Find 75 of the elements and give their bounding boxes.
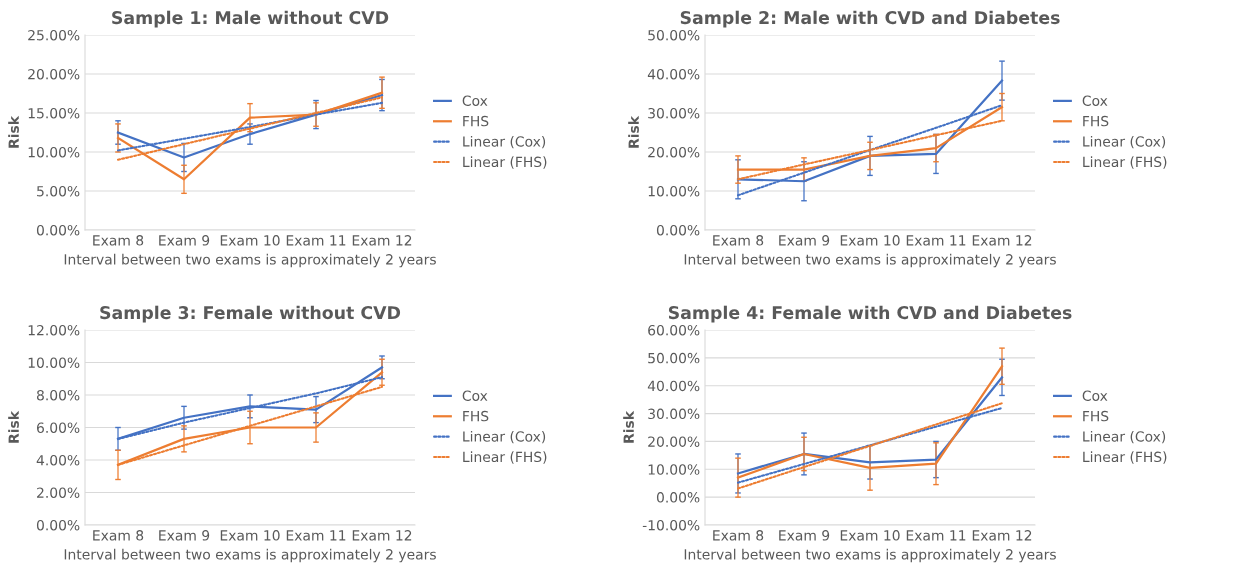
x-tick-label: Exam 9 <box>159 235 210 246</box>
y-axis-title: Risk <box>623 410 634 443</box>
x-tick-label: Exam 11 <box>906 530 966 541</box>
x-tick-label: Exam 12 <box>352 530 412 541</box>
y-tick-label: 10.00% <box>28 146 80 158</box>
x-tick-label: Exam 8 <box>93 530 144 541</box>
y-tick-label: 12.00% <box>28 324 80 336</box>
x-tick-label: Exam 9 <box>779 235 830 246</box>
x-tick-label: Exam 12 <box>972 235 1032 246</box>
legend-label: FHS <box>463 115 489 127</box>
x-tick-label: Exam 8 <box>93 235 144 246</box>
y-tick-label: 40.00% <box>647 380 700 392</box>
y-axis-title: Risk <box>628 115 639 148</box>
legend-label: FHS <box>1083 115 1109 127</box>
y-axis-title: Risk <box>8 115 19 148</box>
y-tick-label: 60.00% <box>648 324 700 336</box>
x-tick-label: Exam 12 <box>972 530 1032 541</box>
x-tick-label: Exam 11 <box>906 235 966 246</box>
legend-label: Linear (FHS) <box>1083 451 1167 464</box>
x-tick-label: Exam 9 <box>159 530 210 541</box>
x-tick-label: Exam 12 <box>352 235 412 246</box>
y-tick-label: 50.00% <box>648 29 700 41</box>
y-tick-label: 6.00% <box>36 422 80 433</box>
y-tick-label: 15.00% <box>28 107 80 119</box>
legend-label: Linear (Cox) <box>1083 135 1166 149</box>
legend-label: FHS <box>1083 410 1109 422</box>
y-tick-label: 5.00% <box>37 185 80 197</box>
x-axis-title: Interval between two exams is approximately 2 years <box>64 548 436 563</box>
x-tick-label: Exam 10 <box>220 235 280 246</box>
y-tick-label: 30.00% <box>648 408 700 420</box>
x-axis-title: Interval between two exams is approximately 2 years <box>684 253 1056 268</box>
y-tick-label: 8.00% <box>36 389 80 401</box>
legend-label: Linear (Cox) <box>1083 430 1166 444</box>
y-tick-label: 0.00% <box>36 224 80 236</box>
y-tick-label: 10.00% <box>28 357 80 368</box>
x-tick-label: Exam 8 <box>713 235 764 246</box>
legend-label: Cox <box>1082 390 1108 401</box>
chart-title: Sample 2: Male with CVD and Diabetes <box>680 10 1060 28</box>
y-tick-label: 10.00% <box>648 464 700 475</box>
legend-label: Linear (Cox) <box>463 430 546 444</box>
legend-label: Cox <box>1082 95 1108 106</box>
y-tick-label: 25.00% <box>28 29 80 41</box>
legend-label: Linear (Cox) <box>463 135 546 149</box>
x-tick-label: Exam 10 <box>840 530 900 541</box>
y-tick-label: 20.00% <box>648 436 700 447</box>
y-tick-label: 4.00% <box>36 454 80 466</box>
x-axis-title: Interval between two exams is approximately 2 years <box>684 548 1056 563</box>
x-tick-label: Exam 11 <box>286 530 346 541</box>
x-tick-label: Exam 10 <box>220 530 280 541</box>
y-tick-label: 30.00% <box>648 107 700 119</box>
y-tick-label: 40.00% <box>647 68 700 80</box>
y-tick-label: 0.00% <box>656 492 700 503</box>
legend-label: Linear (FHS) <box>1083 156 1167 169</box>
chart-title: Sample 1: Male without CVD <box>112 10 389 28</box>
y-tick-label: -10.00% <box>642 519 700 531</box>
x-tick-label: Exam 8 <box>713 530 764 541</box>
x-tick-label: Exam 9 <box>779 530 830 541</box>
y-tick-label: 2.00% <box>37 487 80 498</box>
chart-title: Sample 3: Female without CVD <box>100 305 401 323</box>
x-tick-label: Exam 11 <box>286 235 346 246</box>
x-tick-label: Exam 10 <box>840 235 900 246</box>
y-axis-title: Risk <box>8 410 19 443</box>
x-axis-title: Interval between two exams is approximately 2 years <box>64 253 436 268</box>
legend-label: Linear (FHS) <box>463 156 547 169</box>
y-tick-label: 20.00% <box>648 146 700 158</box>
y-tick-label: 10.00% <box>648 185 700 197</box>
chart-title: Sample 4: Female with CVD and Diabetes <box>668 305 1072 323</box>
y-tick-label: 0.00% <box>656 224 700 236</box>
legend-label: Cox <box>462 95 488 106</box>
y-tick-label: 50.00% <box>648 352 700 364</box>
y-tick-label: 20.00% <box>28 68 80 80</box>
y-tick-label: 0.00% <box>36 519 80 531</box>
legend-label: Cox <box>462 390 488 401</box>
legend-label: Linear (FHS) <box>463 451 547 464</box>
legend-label: FHS <box>463 410 489 422</box>
